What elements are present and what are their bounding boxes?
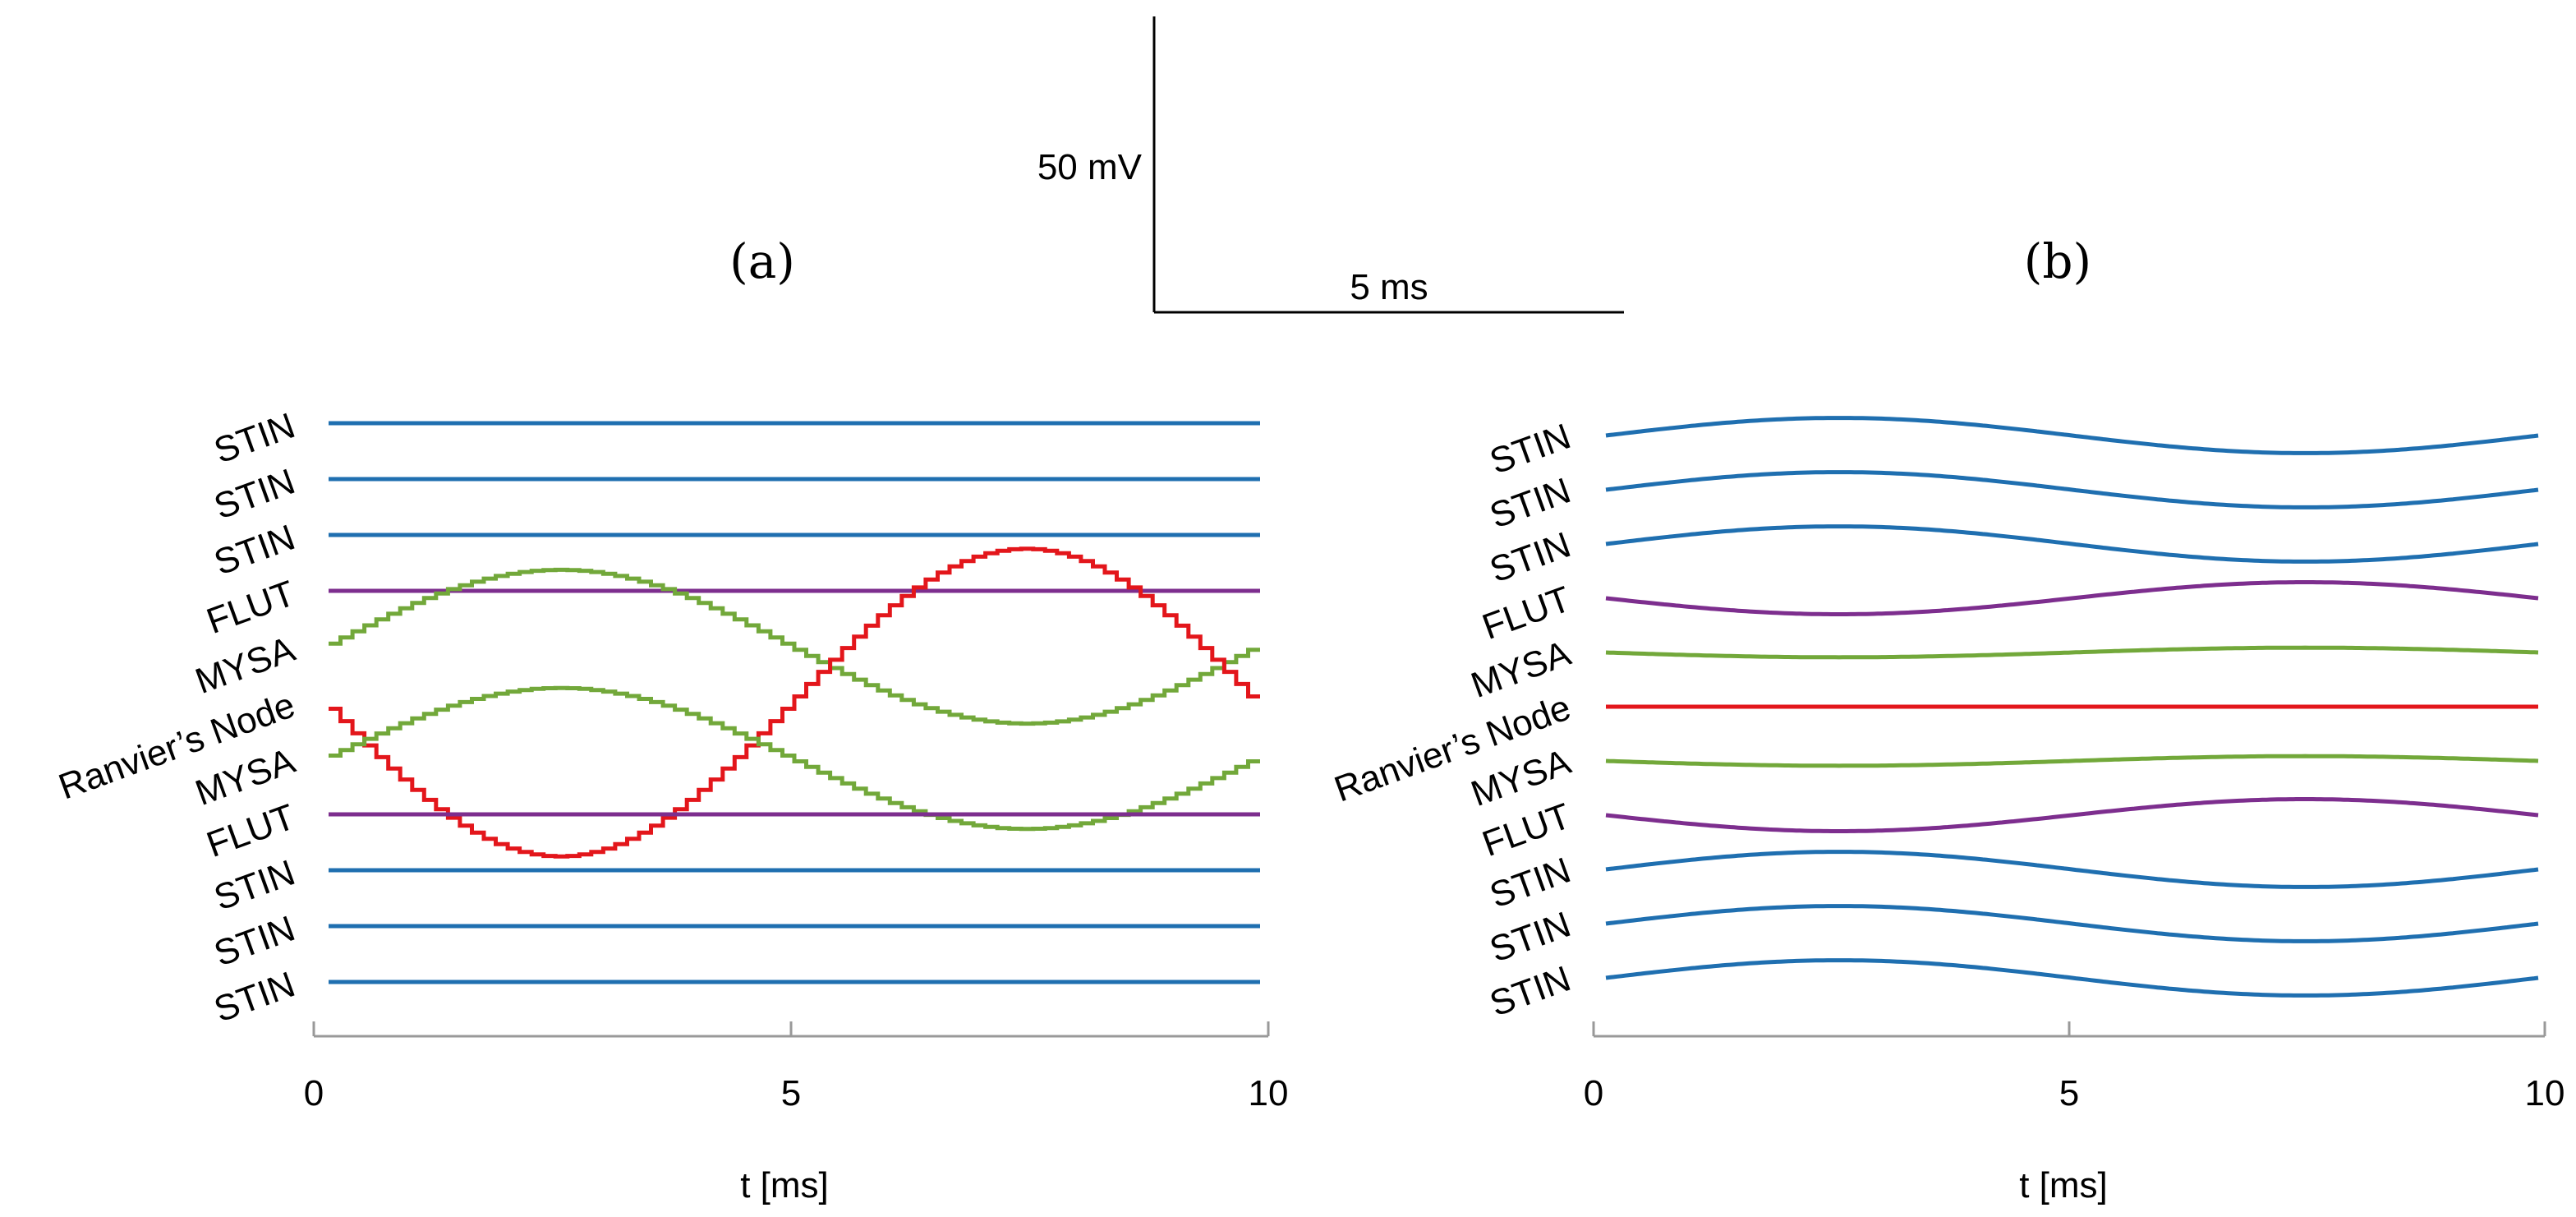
panel-b-trace-0-stin — [1605, 416, 2539, 455]
panel-a-label: (a) — [729, 233, 795, 289]
panel-b-x-ticks: 0 5 10 — [1584, 1021, 2565, 1113]
scale-bar-voltage-label: 50 mV — [1037, 147, 1143, 187]
panel-a-traces — [329, 421, 1260, 984]
panel-a-x-tick-label-0: 0 — [304, 1073, 324, 1113]
panel-a-y-label-0: STIN — [209, 405, 300, 471]
panel-b-x-tick-label-1: 5 — [2059, 1073, 2079, 1113]
panel-b-trace-3-flut — [1605, 580, 2539, 616]
panel-b-trace-9-stin — [1605, 904, 2539, 943]
panel-b-x-tick-label-0: 0 — [1584, 1073, 1603, 1113]
panel-a-x-tick-label-2: 10 — [1249, 1073, 1289, 1113]
panel-b-traces — [1605, 416, 2539, 998]
panel-b-trace-4-mysa — [1605, 645, 2539, 660]
panel-b-x-tick-label-2: 10 — [2525, 1073, 2565, 1113]
scale-bar-time-label: 5 ms — [1350, 267, 1428, 307]
panel-a-xlabel: t [ms] — [740, 1165, 829, 1205]
panel-a-trace-5-ranvier-s-node — [329, 546, 1260, 859]
panel-b-trace-10-stin — [1605, 958, 2539, 998]
panel-b-trace-8-stin — [1605, 850, 2539, 889]
panel-b-trace-2-stin — [1605, 524, 2539, 564]
panel-a-x-tick-label-1: 5 — [781, 1073, 801, 1113]
panel-b-trace-7-flut — [1605, 797, 2539, 833]
panel-a-trace-4-mysa — [329, 567, 1260, 726]
panel-b-label: (b) — [2024, 233, 2091, 289]
panel-b-trace-1-stin — [1605, 470, 2539, 509]
panel-b-xlabel: t [ms] — [2019, 1165, 2108, 1205]
panel-a-x-ticks: 0 5 10 — [304, 1021, 1289, 1113]
scale-bar: 50 mV 5 ms — [1037, 16, 1624, 314]
panel-b-trace-6-mysa — [1605, 754, 2539, 768]
panel-a-trace-6-mysa — [329, 685, 1260, 832]
